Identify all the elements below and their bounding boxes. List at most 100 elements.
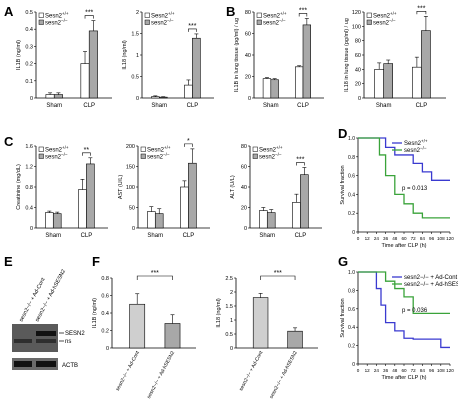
- x-tick-label: 60: [401, 368, 407, 373]
- y-tick-label: 150: [126, 165, 135, 171]
- blot-band-label: ns: [65, 339, 71, 345]
- y-tick-label: 40: [355, 67, 361, 73]
- bar: [192, 37, 201, 99]
- y-tick-label: 0: [358, 96, 361, 102]
- x-tick-label: 84: [420, 368, 426, 373]
- significance-bracket: [260, 275, 296, 280]
- bar: [158, 96, 168, 99]
- legend-swatch: [38, 19, 44, 25]
- significance-bracket: [184, 143, 193, 147]
- y-axis-label: IL1B (ng/ml): [92, 298, 98, 328]
- bar: [78, 189, 87, 229]
- legend-label: Sesn2+/+: [151, 11, 175, 20]
- panel-letter-b: B: [226, 4, 235, 19]
- y-tick-label: 0.4: [25, 206, 33, 212]
- y-axis-label: Survival fraction: [340, 165, 346, 204]
- legend-swatch: [144, 19, 150, 25]
- x-tick-label: 72: [411, 368, 417, 373]
- blot-membrane: [12, 324, 58, 352]
- bar: [129, 303, 146, 349]
- y-tick-label: 1.5: [225, 304, 233, 310]
- blot-band-label: SESN2: [65, 331, 85, 337]
- bar: [53, 94, 63, 99]
- x-tick-label: 36: [383, 368, 389, 373]
- y-tick-label: 1.0: [348, 270, 355, 276]
- y-tick-label: 0: [30, 96, 33, 102]
- y-tick-label: 0: [136, 96, 139, 102]
- x-tick-label: 108: [437, 236, 445, 241]
- significance-marker: ***: [417, 5, 425, 12]
- bar: [184, 84, 193, 99]
- blot-band-ns: [14, 339, 32, 343]
- bar: [287, 330, 303, 349]
- y-axis-label: IL18 (ng/ml): [122, 40, 128, 70]
- x-tick-label: 96: [429, 236, 435, 241]
- x-category-label: Sham: [147, 233, 163, 239]
- x-tick-label: 24: [374, 236, 380, 241]
- legend-label: sesn2−/−: [45, 152, 68, 161]
- bar: [86, 163, 95, 229]
- x-category-label: CLP: [81, 233, 93, 239]
- blot-lane-label: sesn2−/− + Ad-hSESN2: [34, 269, 67, 323]
- x-tick-label: 12: [365, 236, 371, 241]
- x-category-label: CLP: [416, 103, 428, 109]
- significance-marker: ***: [151, 270, 159, 277]
- y-tick-label: 0.8: [101, 276, 109, 282]
- y-tick-label: 0: [30, 226, 33, 232]
- x-tick-label: 36: [383, 236, 389, 241]
- y-tick-label: 0.5: [131, 75, 139, 81]
- y-tick-label: 60: [245, 32, 251, 38]
- significance-marker: ***: [274, 270, 282, 277]
- bar: [266, 212, 276, 229]
- bar: [154, 213, 164, 229]
- y-tick-label: 2: [136, 10, 139, 16]
- significance-marker: ***: [296, 157, 304, 164]
- bar: [292, 202, 301, 229]
- y-tick-label: 0.2: [348, 344, 355, 350]
- legend-swatch: [256, 12, 262, 18]
- x-tick-label: 60: [401, 236, 407, 241]
- y-tick-label: 1.6: [25, 144, 33, 150]
- y-tick-label: 0: [132, 226, 135, 232]
- bar: [412, 66, 422, 99]
- x-tick-label: 0: [357, 368, 360, 373]
- bar: [259, 210, 268, 229]
- bar: [180, 186, 189, 229]
- y-tick-label: 0.4: [348, 325, 355, 331]
- panel-letter-e: E: [4, 254, 13, 269]
- y-tick-label: 0.6: [348, 174, 355, 180]
- legend-label: Sesn2+/+: [45, 145, 69, 154]
- legend-label: Sesn2+/+: [263, 11, 287, 20]
- x-tick-label: 72: [411, 236, 417, 241]
- x-category-label: Sham: [376, 103, 392, 109]
- y-tick-label: 60: [241, 165, 247, 171]
- y-tick-label: 0: [248, 96, 251, 102]
- legend-swatch: [366, 19, 372, 25]
- legend-label: Sesn2+/+: [404, 139, 428, 148]
- x-tick-label: 84: [420, 236, 426, 241]
- p-value-annotation: p = 0.036: [402, 308, 428, 314]
- bar: [262, 78, 272, 99]
- significance-bracket: [296, 162, 305, 166]
- y-tick-label: 2.5: [225, 276, 233, 282]
- x-axis-label: Time after CLP (h): [382, 243, 427, 249]
- y-tick-label: 40: [241, 185, 247, 191]
- bar: [164, 323, 181, 349]
- legend-swatch: [38, 12, 44, 18]
- legend-swatch: [38, 146, 44, 152]
- bar: [45, 212, 54, 229]
- y-tick-label: 0.4: [101, 311, 109, 317]
- x-tick-label: 0: [357, 236, 360, 241]
- significance-marker: ***: [85, 10, 93, 17]
- legend-swatch: [252, 146, 258, 152]
- panel-letter-d: D: [338, 126, 347, 141]
- panel-letter-c: C: [4, 134, 14, 149]
- blot-band-actb: [36, 361, 56, 367]
- y-tick-label: 0.6: [101, 294, 109, 300]
- x-category-label: Sham: [151, 103, 167, 109]
- x-category-label: CLP: [187, 103, 199, 109]
- y-axis-label: IL1B (ng/ml): [16, 40, 22, 70]
- p-value-annotation: p = 0.013: [402, 186, 428, 192]
